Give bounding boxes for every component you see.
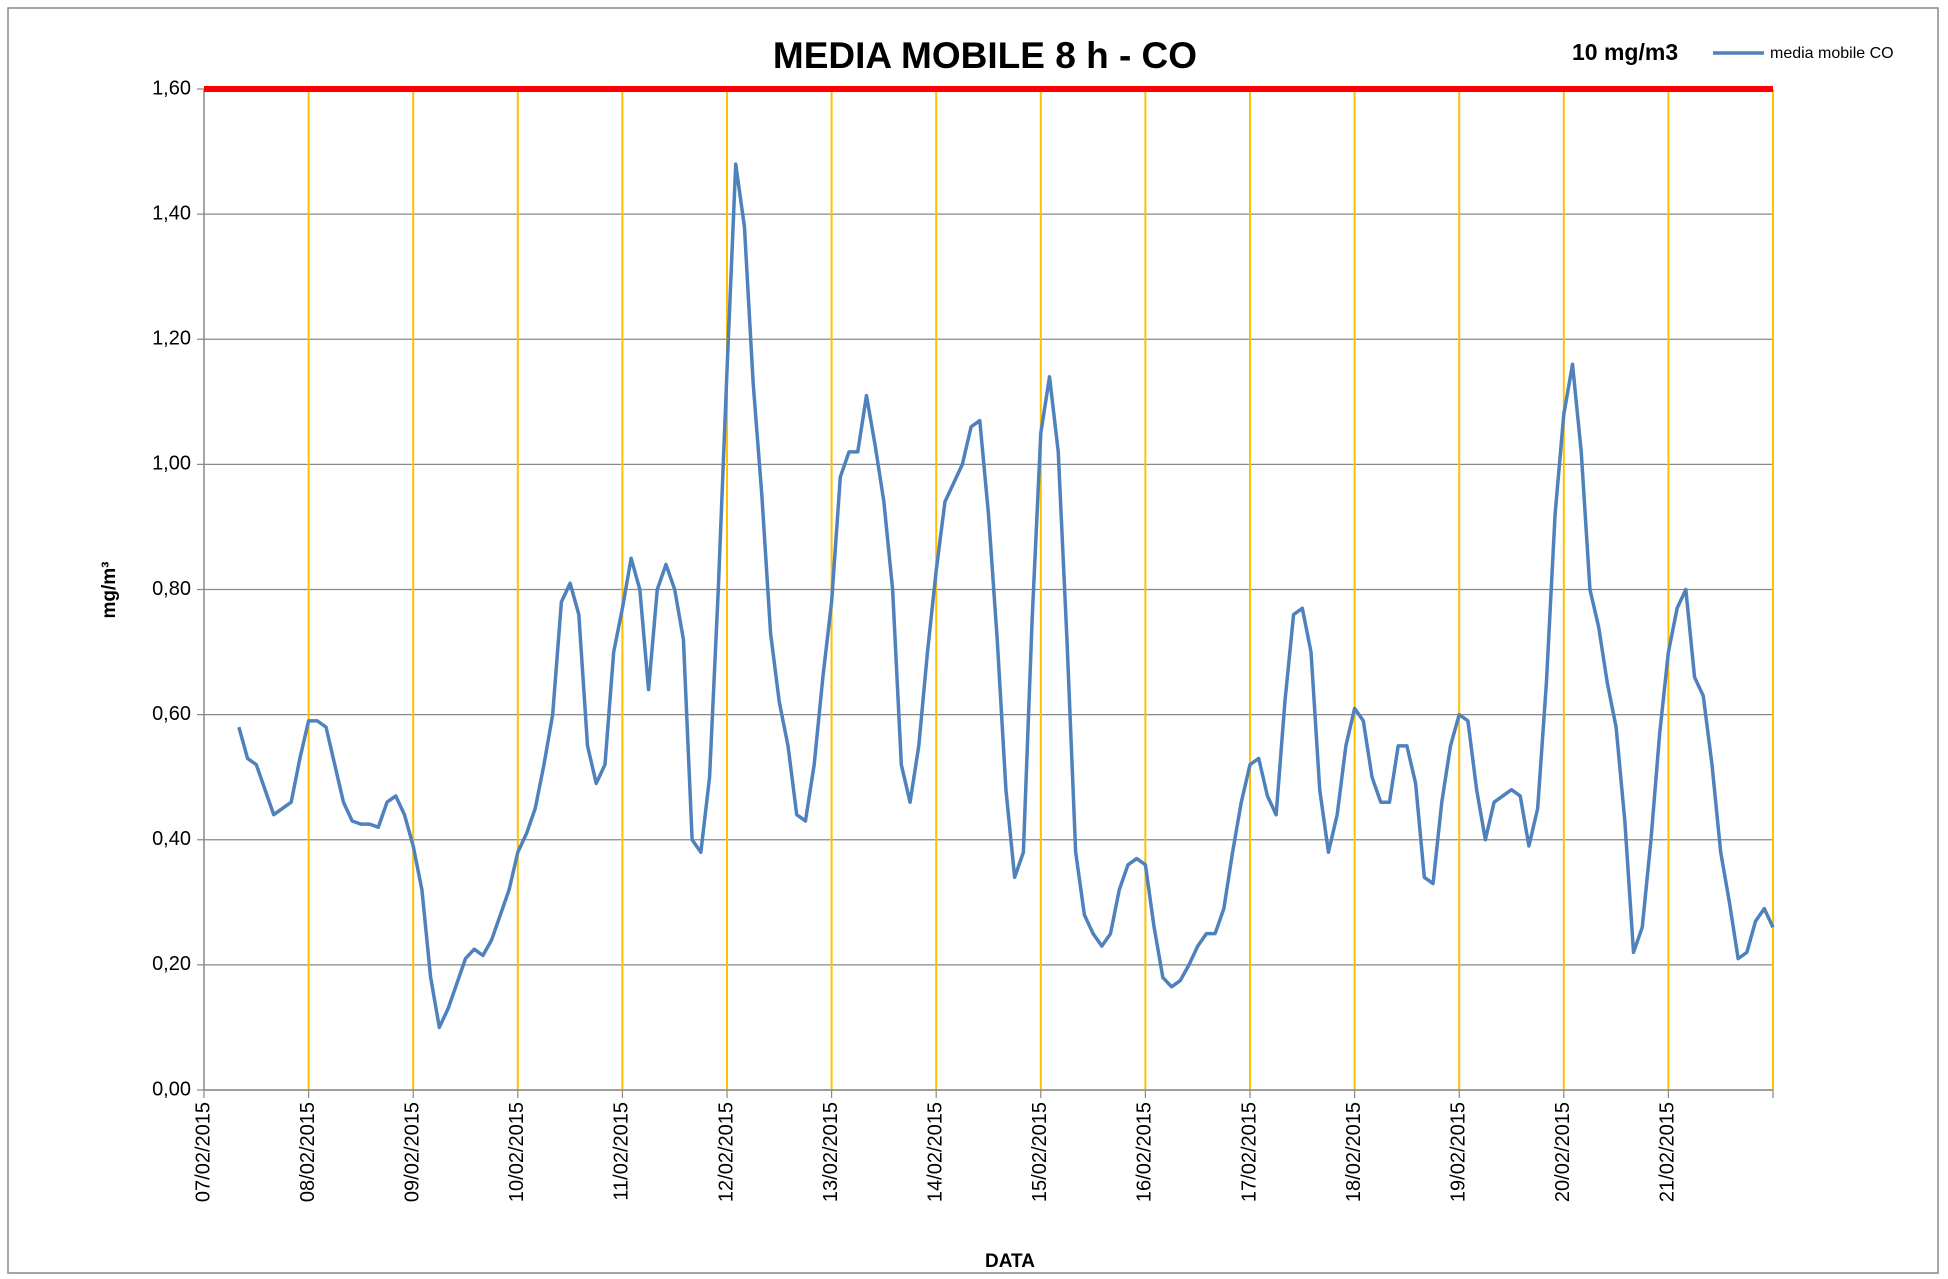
legend-label: media mobile CO <box>1770 45 1894 62</box>
x-tick-label: 21/02/2015 <box>1657 1102 1679 1202</box>
x-tick-label: 11/02/2015 <box>611 1102 633 1201</box>
x-tick-label: 14/02/2015 <box>924 1102 946 1202</box>
y-tick-label: 1,20 <box>152 328 191 350</box>
x-axis-label: DATA <box>985 1251 1035 1272</box>
chart-title: MEDIA MOBILE 8 h - CO <box>773 35 1197 76</box>
y-axis-label: mg/m³ <box>99 562 120 619</box>
y-tick-label: 1,00 <box>152 453 191 475</box>
y-tick-label: 0,00 <box>152 1078 191 1100</box>
x-tick-label: 18/02/2015 <box>1343 1102 1365 1202</box>
x-tick-label: 15/02/2015 <box>1029 1102 1051 1202</box>
x-tick-label: 07/02/2015 <box>192 1102 214 1202</box>
y-tick-label: 0,40 <box>152 828 191 850</box>
x-tick-label: 12/02/2015 <box>715 1102 737 1202</box>
y-tick-label: 1,60 <box>152 77 191 99</box>
x-tick-label: 09/02/2015 <box>401 1102 423 1202</box>
x-tick-label: 17/02/2015 <box>1238 1102 1260 1202</box>
y-tick-label: 0,60 <box>152 703 191 725</box>
y-tick-label: 0,20 <box>152 953 191 975</box>
x-tick-label: 10/02/2015 <box>506 1102 528 1202</box>
threshold-label: 10 mg/m3 <box>1572 39 1678 65</box>
x-tick-label: 13/02/2015 <box>820 1102 842 1202</box>
y-tick-label: 0,80 <box>152 578 191 600</box>
x-tick-label: 19/02/2015 <box>1447 1102 1469 1202</box>
y-tick-label: 1,40 <box>152 202 191 224</box>
chart-frame <box>7 7 1939 1274</box>
x-tick-label: 08/02/2015 <box>297 1102 319 1202</box>
x-tick-label: 16/02/2015 <box>1134 1102 1156 1202</box>
data-line <box>237 162 1775 1030</box>
x-tick-label: 20/02/2015 <box>1552 1102 1574 1202</box>
